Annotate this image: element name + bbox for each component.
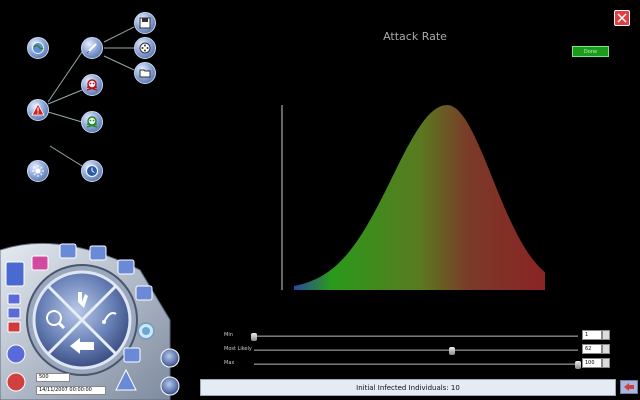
folder-open-icon[interactable] [59, 243, 77, 259]
min-value-field[interactable]: 1 [582, 330, 602, 340]
hand-icon [78, 292, 88, 308]
warning-icon[interactable] [27, 99, 49, 121]
max-value-spinner[interactable] [602, 358, 610, 368]
slider-track-most-likely[interactable] [254, 347, 578, 355]
most-likely-value-field[interactable]: 62 [582, 344, 602, 354]
globe-icon[interactable] [27, 37, 49, 59]
stats-icon[interactable] [5, 261, 25, 287]
recycle-icon[interactable] [160, 348, 180, 368]
save-icon[interactable] [134, 12, 156, 34]
globe-nav-icon[interactable] [160, 376, 180, 396]
stop-button[interactable] [7, 321, 21, 333]
count-input[interactable]: 500 [36, 373, 70, 382]
skull-red-icon[interactable] [81, 74, 103, 96]
money-icon[interactable] [6, 344, 26, 364]
sun-icon[interactable] [27, 160, 49, 182]
disk-icon[interactable] [135, 285, 153, 301]
control-wheel [0, 242, 180, 400]
slider-thumb-min[interactable] [251, 333, 257, 341]
status-text: Initial Infected Individuals: 10 [356, 383, 460, 392]
min-value-spinner[interactable] [602, 330, 610, 340]
chart-pink-icon[interactable] [31, 255, 49, 271]
slider-label-most-likely: Most Likely [224, 346, 252, 352]
skull-green-icon[interactable] [81, 111, 103, 133]
play-button[interactable] [7, 293, 21, 305]
max-value-field[interactable]: 100 [582, 358, 602, 368]
slider-thumb-most-likely[interactable] [448, 347, 455, 355]
slider-row-min: Min 1 [222, 330, 612, 342]
date-input[interactable]: 14/11/2007 00:00:00 [36, 386, 106, 395]
document-icon[interactable] [89, 245, 107, 261]
pause-button[interactable] [7, 307, 21, 319]
back-button[interactable] [620, 380, 638, 394]
pages-icon[interactable] [123, 347, 141, 363]
close-icon [617, 13, 627, 23]
clock-icon[interactable] [81, 160, 103, 182]
chart-title: Attack Rate [383, 30, 447, 43]
folder-icon[interactable] [134, 62, 156, 84]
zoom-icon [46, 310, 66, 330]
slider-row-most-likely: Most Likely 62 [222, 344, 612, 356]
distribution-chart [281, 105, 545, 290]
back-arrow-icon [70, 338, 94, 354]
distribution-curve [294, 105, 545, 290]
status-bar: Initial Infected Individuals: 10 [200, 379, 616, 396]
done-button[interactable]: Done [572, 46, 609, 57]
slider-track-min[interactable] [251, 333, 578, 341]
triangle-icon[interactable] [115, 368, 137, 391]
edit-icon[interactable] [117, 259, 135, 275]
back-icon [624, 383, 634, 391]
slider-label-max: Max [224, 360, 235, 366]
parameter-sliders: Min 1 Most Likely 62 Max 100 [222, 330, 612, 374]
slider-label-min: Min [224, 332, 233, 338]
slider-thumb-max[interactable] [575, 361, 581, 369]
film-icon[interactable] [134, 37, 156, 59]
most-likely-value-spinner[interactable] [602, 344, 610, 354]
help-icon[interactable] [6, 372, 26, 392]
slider-row-max: Max 100 [222, 358, 612, 370]
syringe-icon[interactable] [81, 37, 103, 59]
slider-track-max[interactable] [254, 361, 581, 369]
close-button[interactable] [614, 10, 630, 26]
route-icon [102, 312, 117, 324]
